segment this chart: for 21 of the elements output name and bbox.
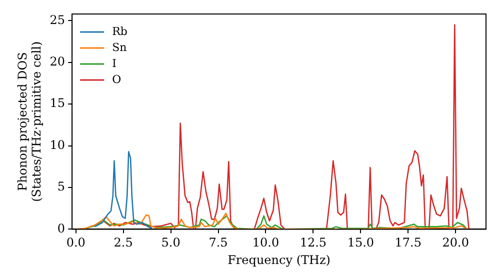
y-axis-title: Phonon projected DOS (States/THz·primitive cell) bbox=[15, 41, 44, 202]
y-tick-label: 25 bbox=[50, 12, 66, 27]
x-tick-label: 15.0 bbox=[347, 236, 374, 250]
x-tick-label: 2.5 bbox=[114, 236, 133, 250]
y-tick-label: 0 bbox=[57, 221, 66, 236]
x-tick-label: 20.0 bbox=[442, 236, 469, 250]
x-tick-label: 12.5 bbox=[300, 236, 327, 250]
legend-label: I bbox=[112, 56, 116, 70]
y-tick-label: 15 bbox=[50, 96, 66, 110]
x-tick-label: 17.5 bbox=[394, 236, 422, 250]
legend-label: Rb bbox=[112, 24, 128, 38]
y-tick-label: 10 bbox=[50, 138, 66, 152]
x-tick-label: 5.0 bbox=[161, 236, 180, 250]
legend-label: Sn bbox=[112, 40, 127, 54]
x-axis-title: Frequency (THz) bbox=[228, 252, 330, 267]
y-tick-label: 5 bbox=[57, 180, 66, 194]
x-tick-label: 10.0 bbox=[252, 236, 280, 250]
x-tick-label: 7.5 bbox=[208, 236, 228, 250]
legend-label: O bbox=[112, 72, 122, 86]
x-tick-label: 0.0 bbox=[66, 236, 86, 250]
y-tick-label: 20 bbox=[50, 54, 66, 69]
